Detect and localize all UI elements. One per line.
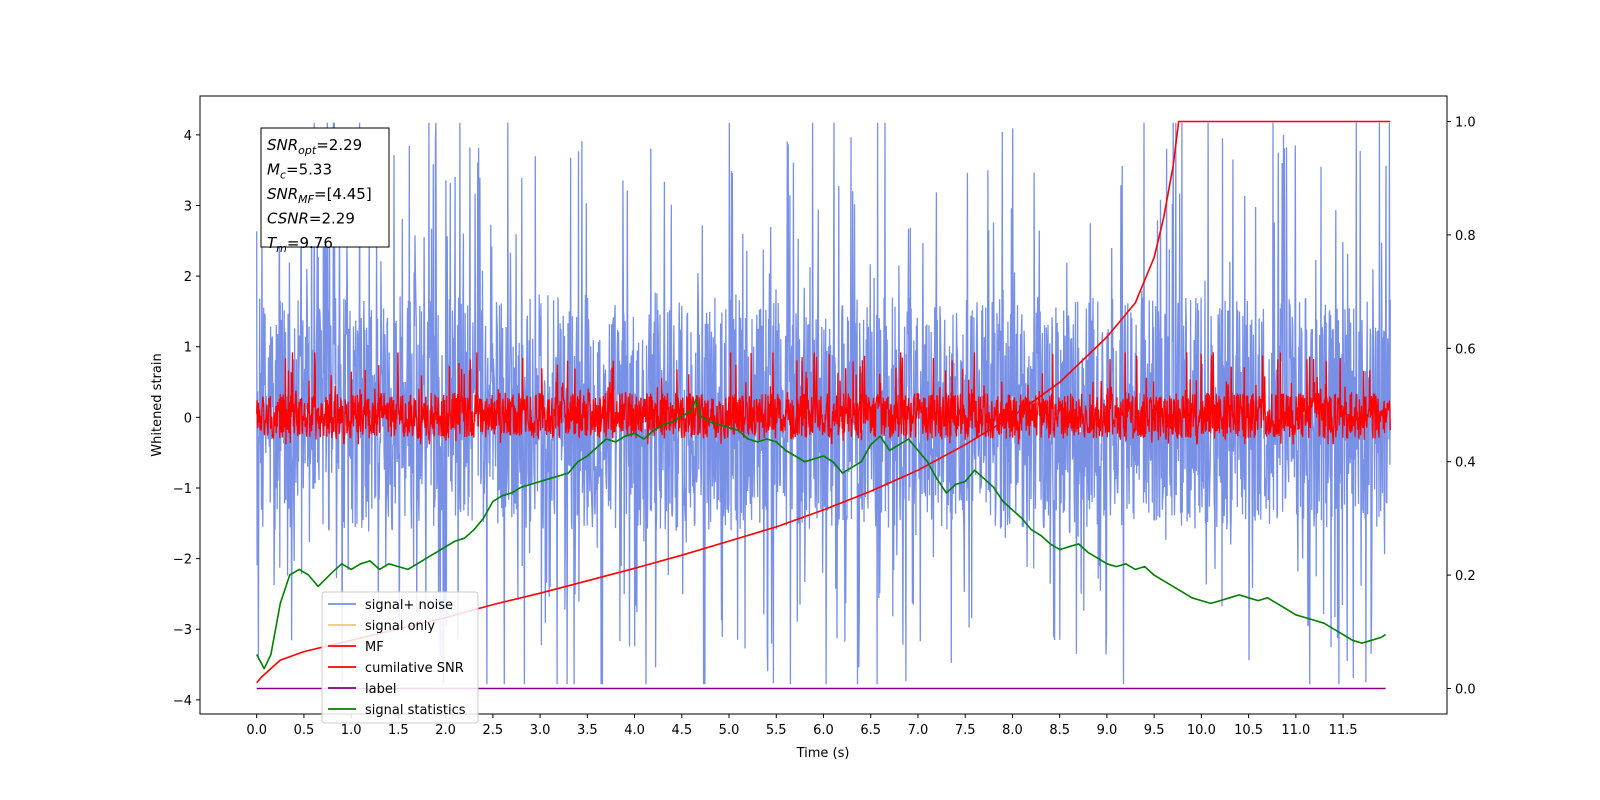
y-axis-label: Whitened strain (150, 353, 165, 456)
series-signal-statistics-line (255, 398, 1387, 670)
x-tick-label: 9.0 (1097, 723, 1118, 738)
annotation-line: Mc=5.33 (267, 161, 332, 182)
x-tick-label: 11.0 (1281, 723, 1310, 738)
x-tick-label: 8.5 (1049, 723, 1070, 738)
x-tick-label: 0.5 (294, 723, 315, 738)
legend-label: signal only (365, 619, 435, 634)
y2-tick-label: 1.0 (1455, 116, 1476, 131)
legend-label: signal+ noise (365, 598, 453, 613)
x-tick-label: 3.0 (530, 723, 551, 738)
x-tick-label: 5.0 (719, 723, 740, 738)
annotation-line: SNRMF=[4.45] (267, 185, 372, 206)
x-axis: 0.0 0.5 1.0 1.5 2.0 2.5 3.0 3.5 4.0 4.5 5.0 5.5 6.0 6… (246, 714, 1358, 738)
y2-tick-label: 0.4 (1455, 456, 1476, 471)
legend-frame (321, 591, 479, 724)
x-axis-label: Time (s) (796, 746, 850, 761)
y-axis-left: −4 −3 −2 −1 0 1 2 3 4 (173, 129, 200, 709)
x-tick-label: 3.5 (577, 723, 598, 738)
annotation-box: SNRopt=2.29 Mc=5.33 SNRMF=[4.45] CSNR=2.29 T… (260, 127, 390, 255)
annotation-frame (260, 127, 390, 248)
y2-tick-label: 0.2 (1455, 569, 1476, 584)
x-tick-label: 2.0 (435, 723, 456, 738)
annotation-line: Tm=9.76 (267, 234, 333, 255)
x-tick-label: 6.0 (813, 723, 834, 738)
x-tick-label: 4.0 (624, 723, 645, 738)
x-tick-label: 9.5 (1144, 723, 1165, 738)
y2-tick-label: 0.0 (1455, 682, 1476, 697)
legend-label: label (365, 682, 396, 697)
y-tick-label: −4 (173, 694, 192, 709)
y-axis-right: 0.0 0.2 0.4 0.6 0.8 1.0 (1447, 116, 1476, 697)
legend-label: MF (365, 640, 384, 655)
legend-label: signal statistics (365, 703, 466, 718)
x-tick-label: 8.0 (1002, 723, 1023, 738)
x-tick-label: 1.5 (388, 723, 409, 738)
x-tick-label: 7.0 (908, 723, 929, 738)
y-tick-label: 0 (184, 411, 192, 426)
y-tick-label: 4 (184, 129, 192, 144)
x-tick-label: 11.5 (1329, 723, 1358, 738)
y-tick-label: 2 (184, 270, 192, 285)
y2-tick-label: 0.6 (1455, 342, 1476, 357)
x-tick-label: 10.0 (1187, 723, 1216, 738)
y2-tick-label: 0.8 (1455, 229, 1476, 244)
x-tick-label: 5.5 (766, 723, 787, 738)
x-tick-label: 4.5 (671, 723, 692, 738)
x-tick-label: 1.0 (341, 723, 362, 738)
x-tick-label: 0.0 (246, 723, 267, 738)
y-tick-label: 3 (184, 199, 192, 214)
y-tick-label: −3 (173, 623, 192, 638)
legend-label: cumilative SNR (365, 661, 464, 676)
y-tick-label: −1 (173, 482, 192, 497)
y-tick-label: −2 (173, 553, 192, 568)
x-tick-label: 7.5 (955, 723, 976, 738)
annotation-line: SNRopt=2.29 (267, 136, 362, 157)
legend: signal+ noise signal only MF cumilative SNR… (321, 591, 479, 724)
y-tick-label: 1 (184, 341, 192, 356)
x-tick-label: 10.5 (1234, 723, 1263, 738)
annotation-line: CSNR=2.29 (267, 210, 355, 228)
series-mf-line (256, 352, 1391, 445)
x-tick-label: 6.5 (860, 723, 881, 738)
x-tick-label: 2.5 (483, 723, 504, 738)
